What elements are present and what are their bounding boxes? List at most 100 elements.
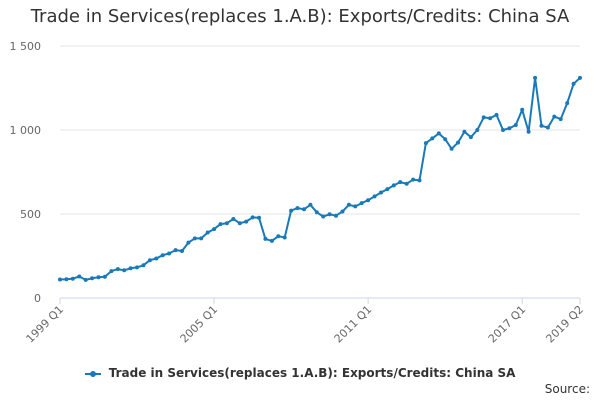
data-point bbox=[77, 274, 82, 279]
data-point bbox=[128, 266, 133, 271]
data-point bbox=[295, 206, 300, 211]
data-point bbox=[334, 213, 338, 218]
data-point bbox=[83, 277, 88, 282]
data-point bbox=[456, 140, 460, 145]
data-point bbox=[257, 215, 261, 220]
data-point bbox=[404, 181, 409, 186]
data-point bbox=[160, 253, 165, 258]
legend-marker-dot bbox=[89, 370, 96, 377]
data-point bbox=[115, 267, 120, 272]
data-point bbox=[475, 128, 480, 132]
data-point bbox=[58, 277, 62, 282]
data-point bbox=[205, 230, 210, 235]
legend-label: Trade in Services(replaces 1.A.B): Expor… bbox=[108, 366, 516, 380]
data-point bbox=[327, 212, 332, 217]
data-point bbox=[167, 251, 172, 256]
data-point bbox=[462, 129, 467, 134]
data-point bbox=[276, 234, 281, 239]
y-tick-label: 500 bbox=[20, 208, 41, 221]
legend-marker bbox=[84, 370, 101, 377]
data-point bbox=[578, 75, 582, 80]
data-point bbox=[443, 137, 448, 142]
data-point bbox=[385, 187, 390, 192]
data-point bbox=[192, 236, 197, 241]
data-point bbox=[468, 135, 473, 140]
data-point bbox=[539, 123, 544, 128]
data-point bbox=[237, 221, 242, 226]
data-point bbox=[244, 219, 249, 224]
data-point bbox=[154, 256, 159, 261]
data-point bbox=[488, 116, 493, 121]
data-point bbox=[417, 178, 422, 183]
y-axis: 0 500 1 000 1 500 bbox=[10, 40, 42, 305]
data-point bbox=[398, 180, 403, 185]
x-tick-label: 2017 Q1 bbox=[486, 303, 529, 346]
data-point bbox=[449, 146, 454, 151]
y-tick-label: 1 000 bbox=[10, 124, 42, 137]
data-point bbox=[70, 276, 75, 281]
data-point bbox=[533, 75, 538, 80]
data-point bbox=[199, 236, 204, 241]
data-point bbox=[147, 258, 152, 263]
data-point bbox=[96, 275, 101, 280]
series-line bbox=[59, 76, 581, 281]
data-point bbox=[250, 215, 255, 220]
data-point bbox=[302, 207, 306, 212]
data-point bbox=[436, 131, 441, 136]
data-point bbox=[545, 125, 550, 130]
legend[interactable]: Trade in Services(replaces 1.A.B): Expor… bbox=[0, 366, 600, 380]
data-point bbox=[231, 217, 236, 221]
data-point bbox=[282, 235, 287, 240]
data-point bbox=[64, 277, 69, 282]
data-point bbox=[565, 101, 570, 106]
data-point bbox=[90, 276, 95, 281]
data-point bbox=[411, 177, 416, 182]
data-point bbox=[507, 126, 512, 131]
data-point bbox=[481, 115, 486, 120]
data-point bbox=[269, 238, 274, 243]
data-point bbox=[263, 236, 268, 241]
data-point bbox=[218, 222, 223, 227]
x-tick-label: 2011 Q1 bbox=[332, 303, 375, 346]
data-point bbox=[359, 201, 364, 206]
data-point bbox=[289, 208, 294, 213]
data-point bbox=[513, 123, 518, 127]
source-label: Source: bbox=[544, 382, 590, 396]
data-point bbox=[372, 194, 377, 199]
data-point bbox=[308, 202, 313, 207]
x-tick-label: 2005 Q1 bbox=[178, 303, 221, 346]
data-point bbox=[122, 268, 127, 273]
data-point bbox=[520, 107, 525, 112]
y-tick-label: 1 500 bbox=[10, 40, 42, 53]
series-group bbox=[58, 75, 582, 282]
data-point bbox=[558, 117, 563, 122]
data-point bbox=[346, 202, 351, 207]
data-point bbox=[494, 112, 499, 117]
data-point bbox=[135, 265, 139, 270]
data-point bbox=[102, 274, 107, 279]
data-point bbox=[501, 128, 505, 132]
data-point bbox=[173, 248, 178, 253]
data-point bbox=[430, 136, 435, 141]
data-point bbox=[552, 114, 557, 119]
data-point bbox=[379, 190, 383, 195]
data-point bbox=[212, 227, 217, 232]
data-point bbox=[180, 249, 184, 253]
y-tick-label: 0 bbox=[34, 292, 41, 305]
data-point bbox=[526, 129, 531, 134]
data-point bbox=[186, 240, 191, 245]
data-point bbox=[340, 209, 345, 214]
x-tick-label: 2019 Q2 bbox=[544, 303, 587, 346]
data-point bbox=[314, 210, 319, 215]
data-point bbox=[423, 141, 428, 146]
x-tick-label: 1999 Q1 bbox=[24, 303, 67, 346]
x-axis: 1999 Q1 2005 Q1 2011 Q1 2017 Q1 2019 Q2 bbox=[24, 297, 587, 346]
data-point bbox=[353, 204, 358, 209]
data-point bbox=[366, 198, 371, 203]
data-point bbox=[141, 263, 146, 268]
data-point bbox=[321, 214, 326, 219]
data-point bbox=[571, 81, 576, 86]
data-point bbox=[391, 183, 396, 188]
chart-title: Trade in Services(replaces 1.A.B): Expor… bbox=[30, 6, 570, 27]
